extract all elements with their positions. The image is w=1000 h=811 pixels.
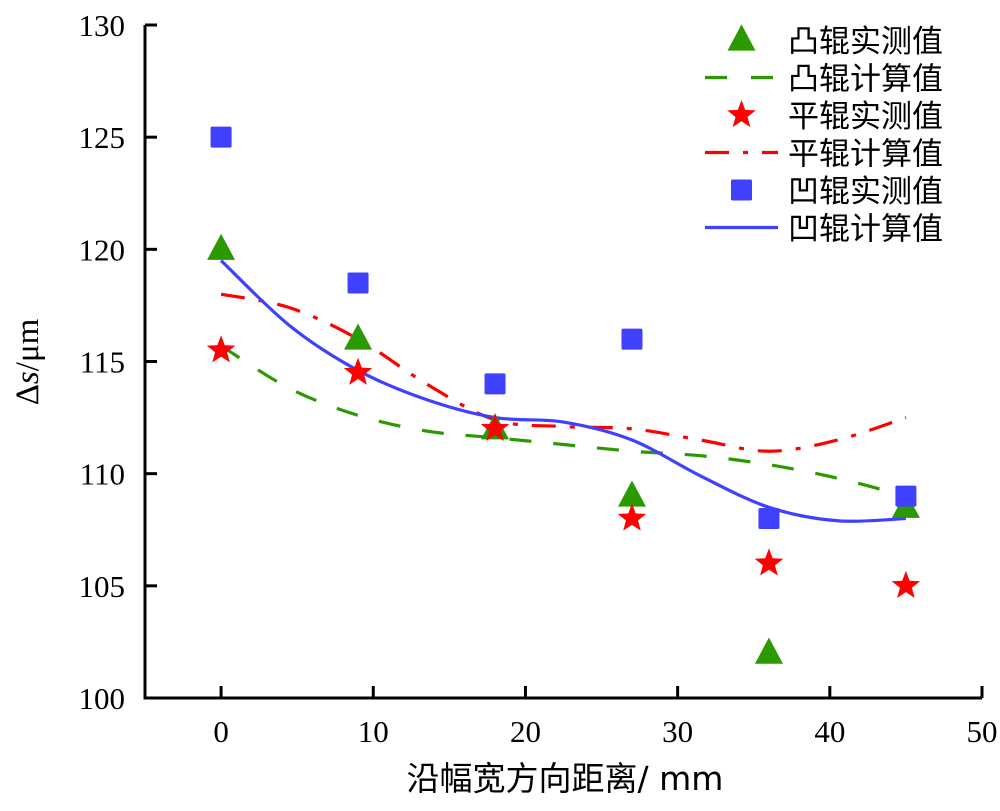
legend-item: 凸辊实测值	[727, 24, 943, 60]
y-tick-label: 125	[79, 120, 126, 155]
axes: 100 105 110 115 120 125 130 0 10 20 30 40 50	[79, 8, 998, 749]
legend-marker-square	[731, 179, 752, 201]
x-tick-label: 30	[662, 714, 693, 749]
y-tick-label: 110	[80, 457, 125, 492]
y-axis-title-delta: Δ	[10, 384, 46, 405]
data-point-triangle	[754, 637, 783, 664]
legend-marker-star	[727, 100, 756, 128]
series-line-5	[219, 259, 906, 523]
series-line-3	[220, 292, 907, 453]
y-tick-label: 115	[80, 345, 125, 380]
legend-label: 凸辊实测值	[788, 24, 943, 60]
legend-item: 平辊实测值	[727, 99, 943, 135]
y-axis-title-unit: /μm	[10, 318, 46, 371]
legend-label: 平辊计算值	[788, 137, 943, 173]
x-tick-label: 40	[814, 714, 845, 749]
data-point-square	[484, 373, 506, 395]
data-point-star	[891, 570, 921, 598]
data-point-triangle	[344, 323, 373, 350]
data-point-square	[621, 328, 643, 350]
legend-item: 凹辊计算值	[705, 212, 943, 248]
data-point-star	[343, 357, 373, 385]
x-tick-label: 10	[358, 714, 389, 749]
y-axis-title: Δs/μm	[10, 318, 46, 405]
legend-marker-triangle	[727, 24, 756, 51]
legend-item: 凸辊计算值	[705, 62, 943, 98]
y-tick-label: 120	[79, 232, 126, 267]
calc-curve	[220, 344, 907, 498]
series-line-1	[220, 344, 907, 498]
y-tick-label: 105	[79, 569, 126, 604]
y-axis-title-var: s	[10, 371, 46, 384]
legend-label: 凸辊计算值	[788, 62, 943, 98]
data-point-square	[210, 126, 232, 148]
data-point-star	[754, 548, 784, 576]
legend-label: 平辊实测值	[788, 99, 943, 135]
data-point-square	[895, 485, 917, 507]
y-tick-label: 130	[79, 8, 126, 43]
data-point-star	[617, 503, 647, 531]
series-markers-2	[206, 335, 921, 598]
legend-item: 平辊计算值	[705, 137, 943, 173]
data-point-triangle	[207, 233, 236, 260]
data-point-star	[480, 413, 510, 441]
legend-item: 凹辊实测值	[731, 174, 943, 210]
series-layer	[206, 126, 921, 664]
calc-curve	[219, 259, 906, 523]
legend-label: 凹辊实测值	[788, 174, 943, 210]
x-tick-label: 50	[967, 714, 998, 749]
data-point-triangle	[617, 480, 646, 507]
series-markers-0	[207, 233, 920, 664]
data-point-star	[206, 335, 236, 363]
series-markers-4	[210, 126, 917, 530]
x-tick-label: 20	[510, 714, 541, 749]
x-tick-label: 0	[213, 714, 229, 749]
x-axis-title: 沿幅宽方向距离/ mm	[407, 759, 724, 798]
legend-label: 凹辊计算值	[788, 212, 943, 248]
y-tick-label: 100	[79, 681, 126, 716]
data-point-square	[758, 508, 780, 530]
data-point-square	[347, 272, 369, 294]
calc-curve	[220, 292, 907, 453]
